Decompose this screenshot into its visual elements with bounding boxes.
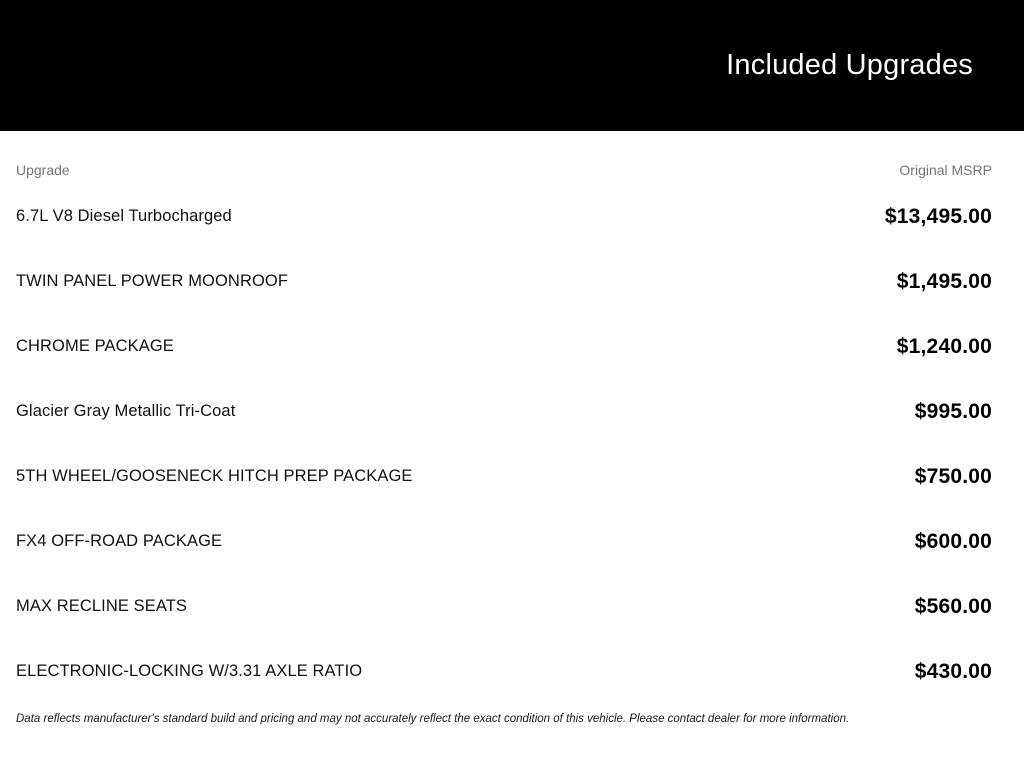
upgrade-price: $1,240.00 bbox=[896, 334, 992, 358]
page-title: Included Upgrades bbox=[726, 49, 973, 81]
page-header: Included Upgrades bbox=[0, 0, 1024, 131]
table-row: 6.7L V8 Diesel Turbocharged $13,495.00 bbox=[16, 184, 992, 249]
upgrade-name: ELECTRONIC-LOCKING W/3.31 AXLE RATIO bbox=[16, 662, 363, 680]
table-row: 5TH WHEEL/GOOSENECK HITCH PREP PACKAGE $… bbox=[16, 444, 992, 509]
upgrade-price: $750.00 bbox=[914, 464, 992, 488]
table-rows: 6.7L V8 Diesel Turbocharged $13,495.00 T… bbox=[16, 184, 992, 704]
upgrade-name: 6.7L V8 Diesel Turbocharged bbox=[16, 207, 232, 225]
table-row: ELECTRONIC-LOCKING W/3.31 AXLE RATIO $43… bbox=[16, 639, 992, 704]
column-header-msrp: Original MSRP bbox=[899, 162, 992, 178]
upgrades-table: Upgrade Original MSRP 6.7L V8 Diesel Tur… bbox=[0, 131, 1024, 726]
upgrade-price: $600.00 bbox=[914, 529, 992, 553]
upgrade-name: 5TH WHEEL/GOOSENECK HITCH PREP PACKAGE bbox=[16, 467, 413, 485]
table-row: CHROME PACKAGE $1,240.00 bbox=[16, 314, 992, 379]
disclaimer-text: Data reflects manufacturer's standard bu… bbox=[16, 713, 850, 725]
table-row: MAX RECLINE SEATS $560.00 bbox=[16, 574, 992, 639]
upgrade-name: Glacier Gray Metallic Tri-Coat bbox=[16, 402, 236, 420]
upgrade-price: $995.00 bbox=[914, 399, 992, 423]
upgrade-name: MAX RECLINE SEATS bbox=[16, 597, 188, 615]
column-header-upgrade: Upgrade bbox=[16, 162, 70, 178]
upgrade-price: $1,495.00 bbox=[896, 269, 992, 293]
upgrade-price: $560.00 bbox=[914, 594, 992, 618]
table-row: FX4 OFF-ROAD PACKAGE $600.00 bbox=[16, 509, 992, 574]
upgrade-name: TWIN PANEL POWER MOONROOF bbox=[16, 272, 289, 290]
upgrade-name: FX4 OFF-ROAD PACKAGE bbox=[16, 532, 223, 550]
upgrade-price: $430.00 bbox=[914, 659, 992, 683]
table-column-headers: Upgrade Original MSRP bbox=[16, 163, 992, 177]
included-upgrades-page: Included Upgrades Upgrade Original MSRP … bbox=[0, 0, 1024, 726]
table-row: Glacier Gray Metallic Tri-Coat $995.00 bbox=[16, 379, 992, 444]
upgrade-price: $13,495.00 bbox=[884, 204, 992, 228]
table-row: TWIN PANEL POWER MOONROOF $1,495.00 bbox=[16, 249, 992, 314]
upgrade-name: CHROME PACKAGE bbox=[16, 337, 174, 355]
